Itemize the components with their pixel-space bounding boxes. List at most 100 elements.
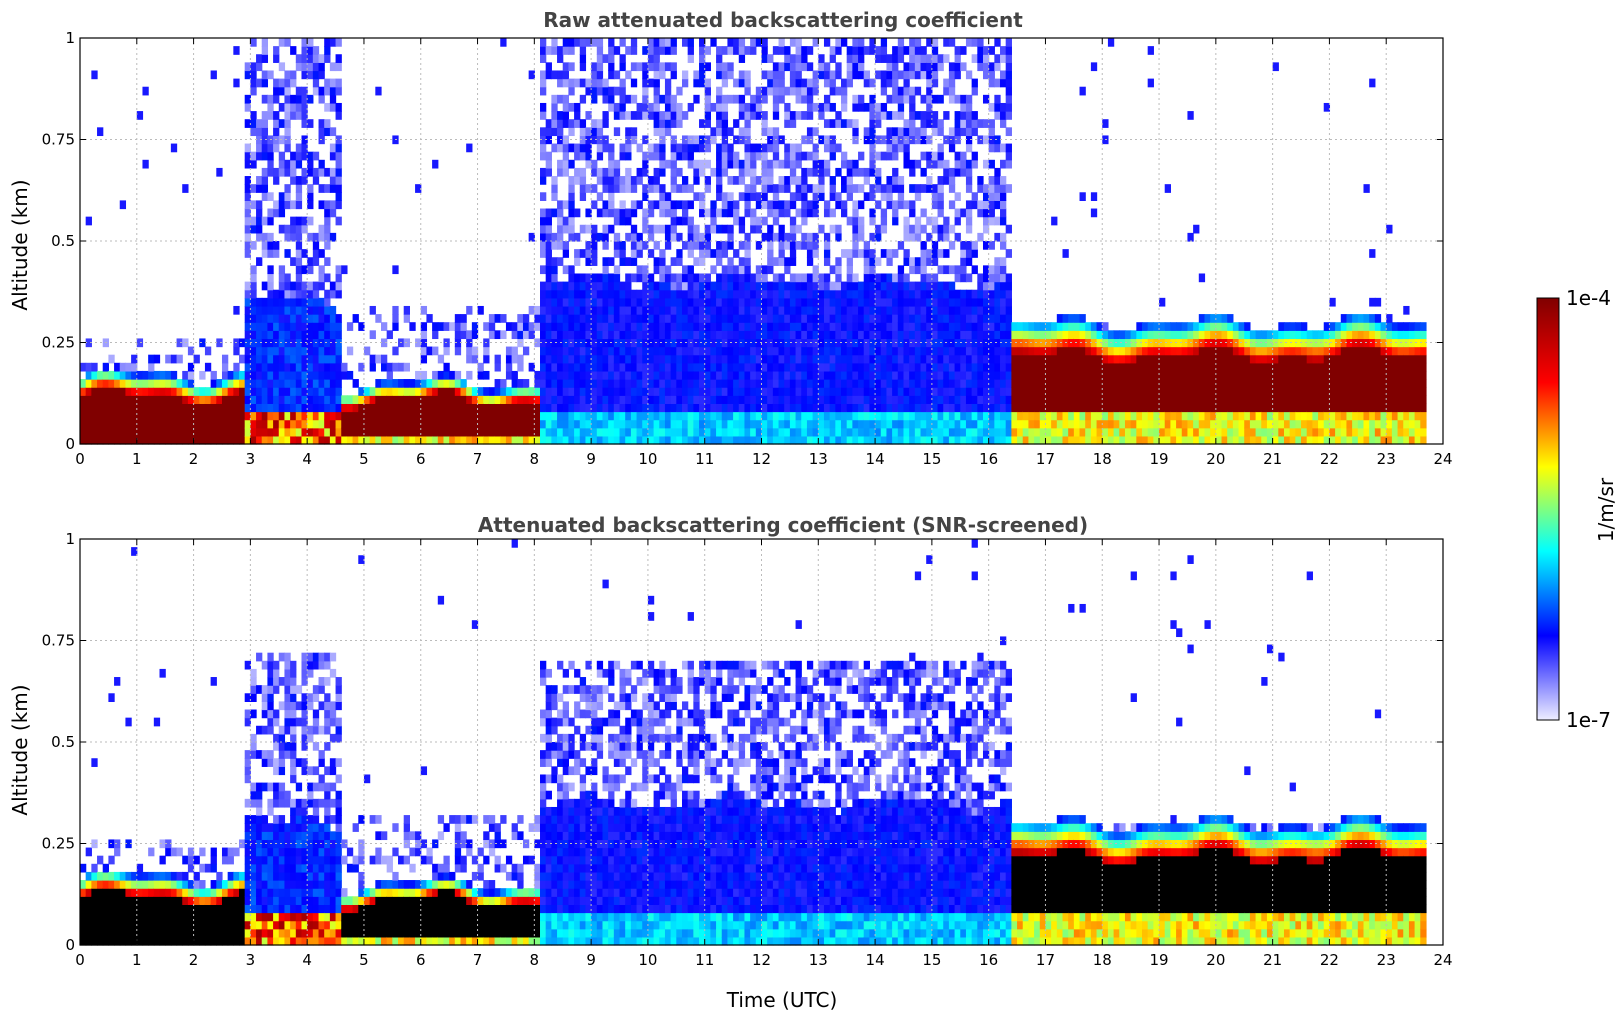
heatmap-cell <box>858 379 865 388</box>
heatmap-cell <box>574 232 581 242</box>
heatmap-cell <box>977 62 984 72</box>
heatmap-cell <box>307 54 314 63</box>
heatmap-cell <box>466 338 473 348</box>
heatmap-cell <box>943 111 950 120</box>
heatmap-cell <box>551 395 558 404</box>
heatmap-cell <box>823 330 831 340</box>
heatmap-cell <box>579 167 587 177</box>
heatmap-cell <box>994 330 1001 340</box>
heatmap-cell <box>704 273 711 283</box>
heatmap-cell <box>716 54 723 63</box>
heatmap-cell <box>1164 379 1171 388</box>
heatmap-cell <box>829 322 836 331</box>
heatmap-cell <box>829 192 836 201</box>
heatmap-cell <box>772 346 780 356</box>
heatmap-cell <box>784 111 791 120</box>
heatmap-cell <box>1090 427 1098 437</box>
heatmap-cell <box>80 435 87 445</box>
heatmap-cell <box>1170 395 1177 404</box>
heatmap-cell <box>931 127 939 137</box>
heatmap-cell <box>528 403 535 413</box>
heatmap-cell <box>948 322 956 331</box>
heatmap-cell <box>97 435 104 445</box>
heatmap-cell <box>488 435 496 445</box>
heatmap-cell <box>954 330 961 340</box>
heatmap-cell <box>1011 379 1018 388</box>
heatmap-cell <box>1124 370 1132 380</box>
heatmap-cell <box>596 86 604 96</box>
heatmap-cell <box>301 70 308 80</box>
heatmap-cell <box>97 379 104 388</box>
heatmap-cell <box>716 70 723 80</box>
heatmap-cell <box>1090 435 1098 445</box>
heatmap-cell <box>602 297 609 307</box>
heatmap-cell <box>540 265 547 275</box>
heatmap-cell <box>647 387 655 396</box>
heatmap-cell <box>965 208 973 218</box>
heatmap-cell <box>823 200 831 210</box>
heatmap-cell <box>909 111 916 120</box>
heatmap-cell <box>585 322 592 331</box>
heatmap-cell <box>943 38 950 47</box>
heatmap-cell <box>931 119 939 128</box>
heatmap-cell <box>948 354 956 364</box>
heatmap-cell <box>290 362 297 372</box>
heatmap-cell <box>199 411 206 421</box>
heatmap-cell <box>727 241 734 250</box>
heatmap-cell <box>738 257 746 266</box>
heatmap-cell <box>1068 330 1075 340</box>
heatmap-cell <box>119 403 127 413</box>
heatmap-cell <box>818 370 825 380</box>
heatmap-cell <box>250 297 257 307</box>
chart-title-raw: Raw attenuated backscattering coefficien… <box>543 8 1023 32</box>
heatmap-cell <box>551 111 558 120</box>
heatmap-cell <box>256 216 263 226</box>
heatmap-cell <box>647 184 655 193</box>
heatmap-cell <box>670 102 677 112</box>
heatmap-cell <box>346 427 354 437</box>
heatmap-cell <box>823 346 831 356</box>
heatmap-cell <box>608 419 615 429</box>
heatmap-cell <box>863 289 870 299</box>
heatmap-cell <box>375 419 382 429</box>
heatmap-cell <box>642 78 649 88</box>
heatmap-cell <box>256 151 263 161</box>
heatmap-cell <box>1051 379 1058 388</box>
heatmap-cell <box>1039 338 1047 348</box>
heatmap-cell <box>256 62 263 72</box>
heatmap-cell <box>863 176 870 185</box>
heatmap-cell <box>863 46 870 55</box>
heatmap-cell <box>664 338 672 348</box>
heatmap-cell <box>795 297 802 307</box>
heatmap-cell <box>1147 427 1154 437</box>
heatmap-cell <box>948 435 956 445</box>
heatmap-cell <box>750 143 757 153</box>
heatmap-cell <box>619 38 626 47</box>
heatmap-cell <box>926 403 933 413</box>
heatmap-cell <box>1193 387 1200 396</box>
heatmap-cell <box>670 176 677 185</box>
heatmap-cell <box>841 362 848 372</box>
heatmap-cell <box>540 102 547 112</box>
heatmap-cell <box>91 70 98 80</box>
heatmap-cell <box>630 419 638 429</box>
heatmap-cell <box>977 208 984 218</box>
heatmap-cell <box>886 427 893 437</box>
heatmap-cell <box>875 167 882 177</box>
heatmap-cell <box>920 127 927 137</box>
heatmap-cell <box>613 346 621 356</box>
heatmap-cell <box>1130 346 1137 356</box>
heatmap-cell <box>784 119 791 128</box>
heatmap-cell <box>676 346 683 356</box>
heatmap-cell <box>324 297 331 307</box>
heatmap-cell <box>960 249 967 258</box>
heatmap-cell <box>250 322 257 331</box>
heatmap-cell <box>307 46 314 55</box>
heatmap-cell <box>1011 338 1018 348</box>
heatmap-cell <box>710 281 717 291</box>
heatmap-cell <box>733 387 740 396</box>
heatmap-cell <box>710 411 717 421</box>
heatmap-cell <box>789 379 797 388</box>
heatmap-cell <box>738 289 746 299</box>
heatmap-cell <box>1022 379 1030 388</box>
